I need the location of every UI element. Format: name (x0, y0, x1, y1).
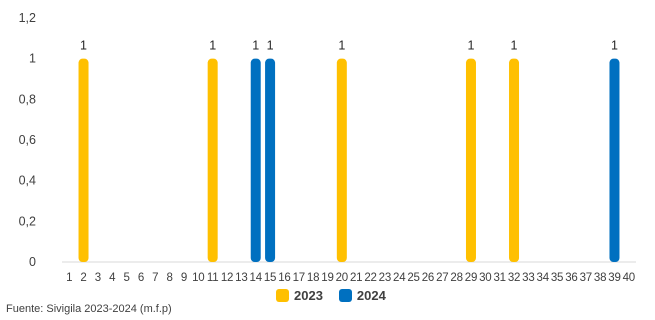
x-tick-label: 26 (422, 272, 434, 284)
data-labels: 1 1 1 1 11 1 1 (80, 39, 618, 53)
x-tick-label: 7 (152, 272, 158, 284)
y-tick-label: 0,6 (19, 133, 36, 147)
x-tick-label: 24 (393, 272, 406, 284)
x-tick-label: 4 (109, 272, 116, 284)
x-tick-label: 14 (250, 272, 263, 284)
x-tick-label: 9 (181, 272, 187, 284)
data-label-2024-39: 1 (611, 39, 618, 53)
bar-2023-20 (336, 58, 347, 262)
x-tick-label: 30 (479, 272, 491, 284)
x-tick-label: 32 (508, 272, 520, 284)
x-tick-label: 18 (307, 272, 319, 284)
x-tick-label: 15 (264, 272, 276, 284)
x-tick-label: 10 (192, 272, 204, 284)
x-tick-label: 34 (537, 272, 550, 284)
x-axis: 1 2 3 4 5 6 7 8 9 10 11 12 13 14 15 16 17 18 19 20 21 22 23 24 2… (66, 272, 635, 284)
x-tick-label: 12 (221, 272, 233, 284)
x-tick-label: 5 (123, 272, 129, 284)
data-label-2023-2: 1 (80, 39, 87, 53)
x-tick-label: 2 (80, 272, 86, 284)
legend-swatch-2024 (338, 289, 352, 302)
x-tick-label: 19 (321, 272, 333, 284)
bar-2024-14 (250, 58, 261, 262)
bars (78, 58, 620, 262)
x-tick-label: 38 (594, 272, 606, 284)
data-label-2023-11: 1 (209, 39, 216, 53)
y-tick-label: 0 (29, 255, 36, 269)
x-tick-label: 27 (436, 272, 448, 284)
data-label-2024-15: 1 (267, 39, 274, 53)
y-tick-label: 1,2 (19, 11, 36, 25)
x-tick-label: 8 (167, 272, 173, 284)
bar-2023-11 (207, 58, 218, 262)
y-tick-label: 0,4 (19, 174, 36, 188)
x-tick-label: 23 (379, 272, 391, 284)
x-tick-label: 33 (522, 272, 534, 284)
x-tick-label: 31 (493, 272, 505, 284)
x-tick-label: 17 (293, 272, 305, 284)
x-tick-label: 16 (278, 272, 290, 284)
x-tick-label: 29 (465, 272, 477, 284)
y-axis: 0 0,2 0,4 0,6 0,8 1 1,2 (19, 11, 36, 269)
bar-2023-32 (509, 58, 520, 262)
legend-label-2024: 2024 (356, 288, 386, 303)
bar-2023-2 (78, 58, 89, 262)
y-tick-label: 0,8 (19, 92, 36, 106)
data-label-2023-32: 1 (511, 39, 518, 53)
x-tick-label: 39 (608, 272, 620, 284)
legend-item-2024: 2024 (338, 288, 386, 303)
x-tick-label: 11 (207, 272, 219, 284)
data-label-2023-20: 1 (338, 39, 345, 53)
x-tick-label: 25 (407, 272, 419, 284)
legend-item-2023: 2023 (276, 288, 323, 303)
y-tick-label: 1 (29, 52, 36, 66)
source-note: Fuente: Sivigila 2023-2024 (m.f.p) (6, 303, 172, 315)
x-tick-label: 3 (95, 272, 101, 284)
x-tick-label: 1 (66, 272, 72, 284)
x-tick-label: 13 (235, 272, 247, 284)
x-tick-label: 36 (565, 272, 577, 284)
x-tick-label: 22 (364, 272, 376, 284)
bar-2024-15 (265, 58, 276, 262)
y-tick-label: 0,2 (19, 214, 36, 228)
x-tick-label: 35 (551, 272, 563, 284)
legend-swatch-2023 (276, 289, 289, 302)
data-label-2024-14: 1 (252, 39, 259, 53)
x-tick-label: 20 (336, 272, 348, 284)
x-tick-label: 6 (138, 272, 144, 284)
bar-2024-39 (609, 58, 620, 262)
x-tick-label: 28 (450, 272, 462, 284)
bar-2023-29 (465, 58, 476, 262)
x-tick-label: 40 (623, 272, 635, 284)
legend-label-2023: 2023 (294, 288, 323, 303)
x-tick-label: 37 (580, 272, 592, 284)
legend: 2023 2024 (276, 288, 386, 303)
x-tick-label: 21 (350, 272, 362, 284)
data-label-2023-29: 1 (467, 39, 474, 53)
